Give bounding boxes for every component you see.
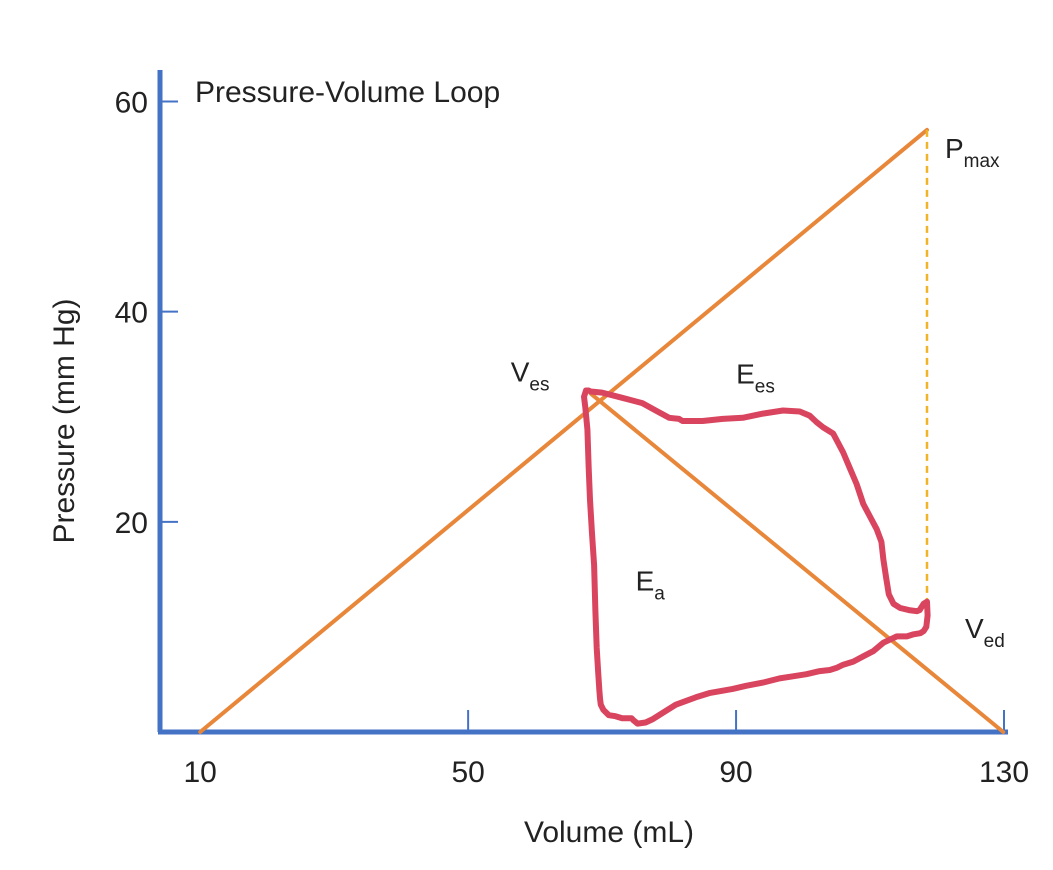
series-group	[198, 127, 1006, 734]
annotation-ves-sub: es	[529, 375, 549, 396]
y-tick-label-40: 40	[115, 297, 148, 330]
annotation-ved-main: V	[965, 613, 984, 644]
esp-line	[198, 127, 929, 734]
ea-line	[588, 391, 1006, 734]
annotation-pmax: Pmax	[945, 133, 1000, 172]
annotation-pmax-main: P	[945, 133, 964, 164]
x-tick-label-50: 50	[451, 756, 484, 789]
annotation-ees-main: E	[736, 359, 755, 390]
x-tick-label-10: 10	[184, 756, 217, 789]
annotation-pmax-sub: max	[964, 151, 1000, 172]
annotation-ees: Ees	[736, 359, 775, 398]
y-tick-label-20: 20	[115, 507, 148, 540]
x-tick-label-130: 130	[979, 756, 1029, 789]
y-tick-label-60: 60	[115, 87, 148, 120]
annotation-ved-sub: ed	[984, 631, 1005, 652]
labels-group: 20 40 60 10 50 90 130 Volume (mL) Pressure (mm H…	[48, 76, 1029, 849]
axes-group	[157, 70, 1008, 735]
annotation-ves-main: V	[511, 357, 530, 388]
annotation-ea: Ea	[636, 566, 666, 605]
x-tick-label-90: 90	[719, 756, 752, 789]
annotation-ees-sub: es	[755, 377, 775, 398]
annotation-ea-sub: a	[654, 584, 665, 605]
x-axis-title: Volume (mL)	[524, 816, 694, 849]
chart-title: Pressure-Volume Loop	[195, 76, 500, 109]
pv-loop-curve	[581, 387, 931, 727]
annotation-ves: Ves	[511, 357, 550, 396]
annotation-ea-main: E	[636, 566, 655, 597]
annotation-ved: Ved	[965, 613, 1005, 652]
y-axis-title: Pressure (mm Hg)	[48, 298, 81, 543]
